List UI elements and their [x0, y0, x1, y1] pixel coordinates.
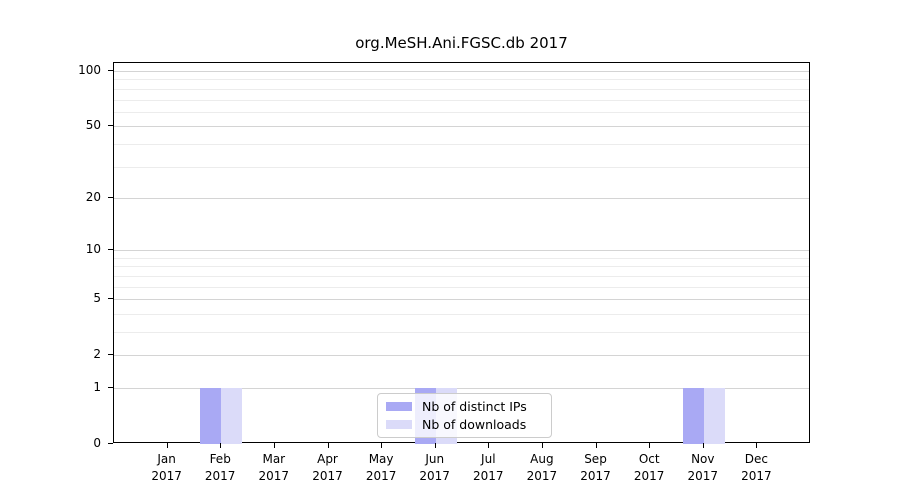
y-tick-label-5: 5 — [93, 291, 101, 306]
x-tick-mark-aug — [541, 443, 543, 448]
legend-row-nb-of-distinct-ips: Nb of distinct IPs — [386, 399, 543, 414]
bar-nb-of-downloads-feb — [221, 388, 243, 444]
bar-nb-of-distinct-ips-feb — [200, 388, 222, 444]
x-tick-label-jan: Jan 2017 — [151, 452, 182, 483]
gridline-y-40 — [114, 143, 809, 145]
x-tick-label-dec: Dec 2017 — [741, 452, 772, 483]
gridline-y-6 — [114, 286, 809, 288]
y-tick-mark-10 — [108, 249, 113, 251]
gridline-y-50 — [114, 126, 809, 128]
x-tick-label-feb: Feb 2017 — [204, 452, 236, 483]
x-tick-mark-sep — [595, 443, 597, 448]
y-tick-mark-1 — [108, 387, 113, 388]
gridline-y-5 — [114, 299, 809, 301]
bar-nb-of-distinct-ips-nov — [682, 388, 704, 444]
y-tick-mark-0 — [108, 443, 113, 444]
gridline-y-3 — [114, 332, 809, 333]
gridline-y-30 — [114, 166, 809, 168]
legend-swatch-nb-of-distinct-ips — [386, 402, 412, 412]
y-tick-label-20: 20 — [85, 189, 101, 204]
x-tick-mark-apr — [327, 443, 329, 448]
x-tick-mark-may — [381, 443, 383, 448]
gridline-y-90 — [114, 79, 809, 81]
legend-row-nb-of-downloads: Nb of downloads — [386, 417, 543, 432]
gridline-y-7 — [114, 275, 809, 277]
bar-nb-of-downloads-nov — [703, 388, 725, 444]
y-tick-mark-100 — [108, 70, 113, 71]
gridline-y-20 — [114, 197, 809, 199]
plot-area — [113, 62, 810, 444]
gridline-y-1 — [114, 388, 809, 389]
gridline-y-80 — [114, 88, 809, 90]
x-tick-label-nov: Nov 2017 — [687, 452, 719, 483]
y-tick-mark-2 — [108, 354, 113, 356]
chart-title: org.MeSH.Ani.FGSC.db 2017 — [355, 34, 568, 52]
gridline-y-60 — [114, 111, 809, 113]
y-tick-mark-5 — [108, 298, 113, 300]
y-tick-label-1: 1 — [93, 380, 101, 394]
x-tick-mark-jun — [434, 443, 436, 448]
y-tick-label-0: 0 — [93, 436, 101, 450]
legend-swatch-nb-of-downloads — [386, 419, 412, 429]
x-tick-mark-oct — [649, 443, 651, 448]
x-tick-label-oct: Oct 2017 — [633, 452, 665, 483]
x-tick-mark-jul — [488, 443, 490, 448]
gridline-y-2 — [114, 355, 809, 357]
gridline-y-9 — [114, 257, 809, 259]
x-tick-label-sep: Sep 2017 — [580, 452, 611, 483]
x-tick-label-apr: Apr 2017 — [312, 452, 343, 483]
x-tick-mark-nov — [702, 443, 704, 448]
legend: Nb of distinct IPs Nb of downloads — [377, 393, 552, 438]
gridline-y-4 — [114, 313, 809, 315]
y-tick-label-10: 10 — [85, 242, 101, 257]
gridline-y-10 — [114, 250, 809, 252]
y-tick-mark-50 — [108, 125, 113, 127]
legend-label-nb-of-distinct-ips: Nb of distinct IPs — [422, 399, 527, 415]
x-tick-mark-dec — [756, 443, 758, 448]
y-tick-mark-20 — [108, 196, 113, 198]
legend-label-nb-of-downloads: Nb of downloads — [422, 416, 527, 432]
gridline-y-8 — [114, 266, 809, 268]
gridline-y-100 — [114, 71, 809, 72]
x-tick-label-jun: Jun 2017 — [419, 452, 450, 483]
x-tick-label-aug: Aug 2017 — [526, 452, 558, 483]
x-tick-label-jul: Jul 2017 — [473, 452, 504, 483]
y-tick-label-50: 50 — [85, 118, 101, 133]
x-tick-label-mar: Mar 2017 — [258, 452, 290, 483]
gridline-y-70 — [114, 99, 809, 101]
x-tick-label-may: May 2017 — [365, 452, 397, 483]
x-tick-mark-feb — [220, 443, 222, 448]
y-tick-label-100: 100 — [78, 63, 101, 77]
x-tick-mark-mar — [273, 443, 275, 448]
x-tick-mark-jan — [166, 443, 168, 448]
y-tick-label-2: 2 — [93, 347, 101, 362]
